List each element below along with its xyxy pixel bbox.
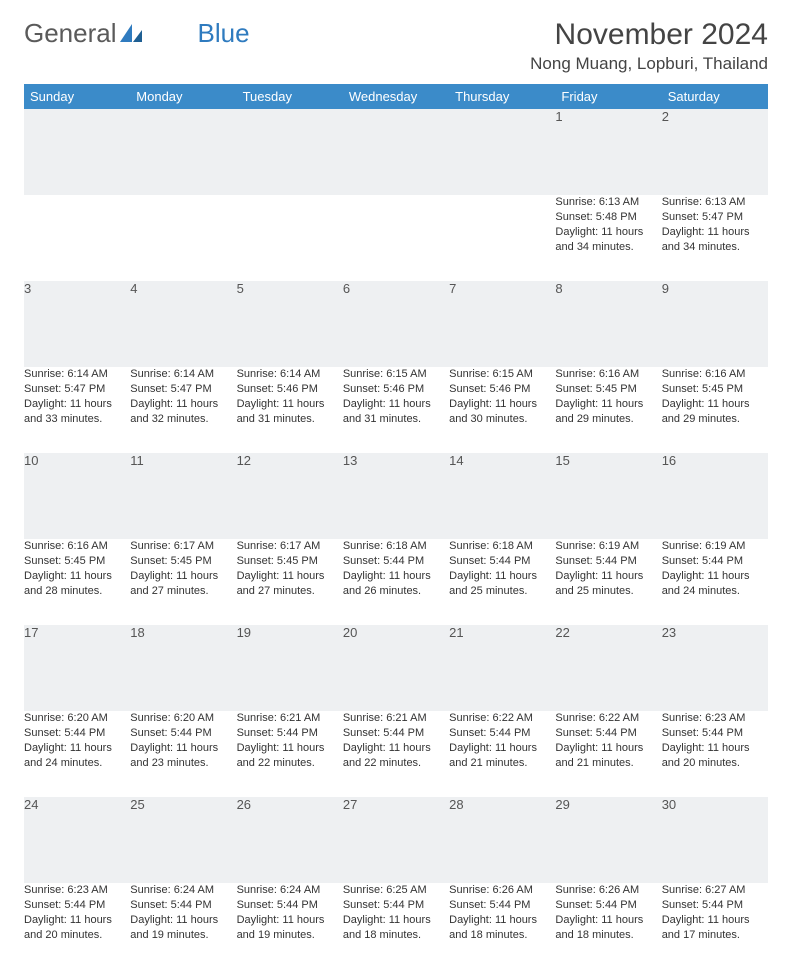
day-number-cell: 3	[24, 281, 130, 367]
weekday-header: Sunday	[24, 84, 130, 109]
day-detail-row: Sunrise: 6:16 AMSunset: 5:45 PMDaylight:…	[24, 539, 768, 625]
day-detail-cell: Sunrise: 6:21 AMSunset: 5:44 PMDaylight:…	[343, 711, 449, 797]
day-number-cell: 29	[555, 797, 661, 883]
day-number-cell: 5	[237, 281, 343, 367]
day-number-cell: 12	[237, 453, 343, 539]
day-number-cell	[130, 109, 236, 195]
day-number-cell: 25	[130, 797, 236, 883]
day-detail-cell: Sunrise: 6:14 AMSunset: 5:46 PMDaylight:…	[237, 367, 343, 453]
day-number-cell: 27	[343, 797, 449, 883]
day-number-cell: 24	[24, 797, 130, 883]
location-text: Nong Muang, Lopburi, Thailand	[530, 54, 768, 74]
day-number-cell: 13	[343, 453, 449, 539]
day-number-cell: 15	[555, 453, 661, 539]
day-detail-cell: Sunrise: 6:25 AMSunset: 5:44 PMDaylight:…	[343, 883, 449, 969]
day-number-cell	[343, 109, 449, 195]
day-detail-cell: Sunrise: 6:19 AMSunset: 5:44 PMDaylight:…	[662, 539, 768, 625]
day-detail-cell: Sunrise: 6:23 AMSunset: 5:44 PMDaylight:…	[24, 883, 130, 969]
day-number-row: 3456789	[24, 281, 768, 367]
day-detail-row: Sunrise: 6:13 AMSunset: 5:48 PMDaylight:…	[24, 195, 768, 281]
title-block: November 2024 Nong Muang, Lopburi, Thail…	[530, 18, 768, 74]
day-detail-cell: Sunrise: 6:16 AMSunset: 5:45 PMDaylight:…	[662, 367, 768, 453]
day-number-cell: 11	[130, 453, 236, 539]
brand-part2: Blue	[198, 18, 250, 49]
day-detail-cell	[237, 195, 343, 281]
day-number-cell: 19	[237, 625, 343, 711]
day-number-cell: 14	[449, 453, 555, 539]
weekday-header: Tuesday	[237, 84, 343, 109]
day-detail-cell	[449, 195, 555, 281]
sail-icon	[120, 24, 142, 44]
day-detail-cell: Sunrise: 6:20 AMSunset: 5:44 PMDaylight:…	[130, 711, 236, 797]
day-number-cell: 21	[449, 625, 555, 711]
day-detail-cell: Sunrise: 6:16 AMSunset: 5:45 PMDaylight:…	[24, 539, 130, 625]
day-detail-cell: Sunrise: 6:23 AMSunset: 5:44 PMDaylight:…	[662, 711, 768, 797]
day-number-cell: 30	[662, 797, 768, 883]
day-detail-cell: Sunrise: 6:19 AMSunset: 5:44 PMDaylight:…	[555, 539, 661, 625]
month-title: November 2024	[530, 18, 768, 52]
header: General Blue November 2024 Nong Muang, L…	[24, 18, 768, 74]
day-detail-cell: Sunrise: 6:14 AMSunset: 5:47 PMDaylight:…	[24, 367, 130, 453]
day-number-cell: 22	[555, 625, 661, 711]
day-detail-cell: Sunrise: 6:18 AMSunset: 5:44 PMDaylight:…	[343, 539, 449, 625]
day-detail-cell: Sunrise: 6:20 AMSunset: 5:44 PMDaylight:…	[24, 711, 130, 797]
day-number-cell: 23	[662, 625, 768, 711]
day-number-cell: 8	[555, 281, 661, 367]
day-detail-cell: Sunrise: 6:15 AMSunset: 5:46 PMDaylight:…	[343, 367, 449, 453]
day-detail-cell: Sunrise: 6:24 AMSunset: 5:44 PMDaylight:…	[237, 883, 343, 969]
day-number-cell: 20	[343, 625, 449, 711]
day-detail-cell: Sunrise: 6:17 AMSunset: 5:45 PMDaylight:…	[237, 539, 343, 625]
weekday-header: Saturday	[662, 84, 768, 109]
day-number-cell: 1	[555, 109, 661, 195]
day-detail-cell: Sunrise: 6:26 AMSunset: 5:44 PMDaylight:…	[449, 883, 555, 969]
day-number-cell: 16	[662, 453, 768, 539]
day-number-row: 10111213141516	[24, 453, 768, 539]
day-number-cell	[24, 109, 130, 195]
calendar-body: 12Sunrise: 6:13 AMSunset: 5:48 PMDayligh…	[24, 109, 768, 969]
weekday-header-row: SundayMondayTuesdayWednesdayThursdayFrid…	[24, 84, 768, 109]
day-detail-row: Sunrise: 6:20 AMSunset: 5:44 PMDaylight:…	[24, 711, 768, 797]
calendar-table: SundayMondayTuesdayWednesdayThursdayFrid…	[24, 84, 768, 969]
day-number-cell	[237, 109, 343, 195]
day-detail-cell	[24, 195, 130, 281]
day-number-cell	[449, 109, 555, 195]
weekday-header: Wednesday	[343, 84, 449, 109]
day-detail-cell: Sunrise: 6:27 AMSunset: 5:44 PMDaylight:…	[662, 883, 768, 969]
day-detail-row: Sunrise: 6:14 AMSunset: 5:47 PMDaylight:…	[24, 367, 768, 453]
day-detail-cell: Sunrise: 6:22 AMSunset: 5:44 PMDaylight:…	[449, 711, 555, 797]
day-number-cell: 10	[24, 453, 130, 539]
day-number-cell: 28	[449, 797, 555, 883]
day-detail-row: Sunrise: 6:23 AMSunset: 5:44 PMDaylight:…	[24, 883, 768, 969]
day-detail-cell: Sunrise: 6:24 AMSunset: 5:44 PMDaylight:…	[130, 883, 236, 969]
weekday-header: Friday	[555, 84, 661, 109]
weekday-header: Monday	[130, 84, 236, 109]
day-number-cell: 26	[237, 797, 343, 883]
day-detail-cell: Sunrise: 6:13 AMSunset: 5:48 PMDaylight:…	[555, 195, 661, 281]
brand-part1: General	[24, 18, 117, 49]
day-detail-cell: Sunrise: 6:17 AMSunset: 5:45 PMDaylight:…	[130, 539, 236, 625]
day-number-cell: 18	[130, 625, 236, 711]
day-number-cell: 4	[130, 281, 236, 367]
day-detail-cell	[130, 195, 236, 281]
day-detail-cell: Sunrise: 6:22 AMSunset: 5:44 PMDaylight:…	[555, 711, 661, 797]
day-detail-cell: Sunrise: 6:15 AMSunset: 5:46 PMDaylight:…	[449, 367, 555, 453]
day-detail-cell: Sunrise: 6:26 AMSunset: 5:44 PMDaylight:…	[555, 883, 661, 969]
day-number-cell: 9	[662, 281, 768, 367]
day-number-cell: 2	[662, 109, 768, 195]
day-detail-cell: Sunrise: 6:16 AMSunset: 5:45 PMDaylight:…	[555, 367, 661, 453]
day-detail-cell	[343, 195, 449, 281]
day-number-cell: 6	[343, 281, 449, 367]
brand-logo: General Blue	[24, 18, 250, 49]
day-number-row: 17181920212223	[24, 625, 768, 711]
day-number-row: 24252627282930	[24, 797, 768, 883]
day-detail-cell: Sunrise: 6:13 AMSunset: 5:47 PMDaylight:…	[662, 195, 768, 281]
day-detail-cell: Sunrise: 6:21 AMSunset: 5:44 PMDaylight:…	[237, 711, 343, 797]
weekday-header: Thursday	[449, 84, 555, 109]
day-detail-cell: Sunrise: 6:18 AMSunset: 5:44 PMDaylight:…	[449, 539, 555, 625]
day-number-cell: 7	[449, 281, 555, 367]
day-detail-cell: Sunrise: 6:14 AMSunset: 5:47 PMDaylight:…	[130, 367, 236, 453]
day-number-cell: 17	[24, 625, 130, 711]
day-number-row: 12	[24, 109, 768, 195]
